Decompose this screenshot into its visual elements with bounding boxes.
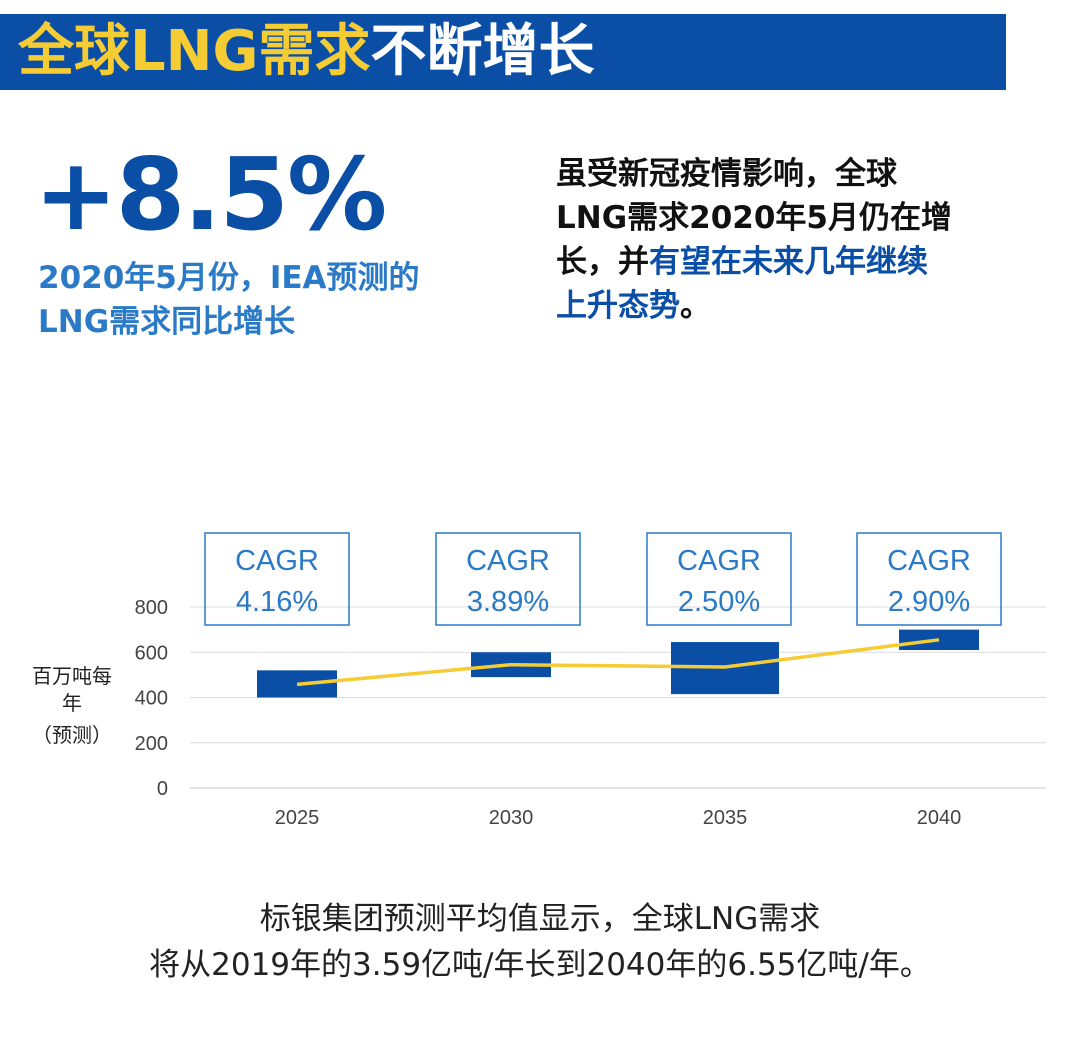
footnote: 标银集团预测平均值显示，全球LNG需求 将从2019年的3.59亿吨/年长到20… [0, 896, 1080, 988]
cagr-label-1: CAGR [466, 545, 550, 577]
cagr-box-0 [204, 532, 350, 626]
cagr-value-3: 2.90% [888, 586, 970, 618]
footnote-line1: 标银集团预测平均值显示，全球LNG需求 [259, 901, 821, 937]
cagr-value-0: 4.16% [236, 586, 318, 618]
x-tick-label-2040: 2040 [917, 807, 962, 829]
y-tick-label-3: 600 [135, 642, 168, 664]
range-bar-2040 [899, 629, 979, 650]
growth-stat-description: 2020年5月份，IEA预测的 LNG需求同比增长 [38, 256, 508, 344]
cagr-box-2 [646, 532, 792, 626]
intro-line4-blue: 上升态势 [556, 288, 680, 324]
x-tick-label-2030: 2030 [489, 807, 534, 829]
y-tick-label-1: 200 [135, 733, 168, 755]
cagr-value-2: 2.50% [678, 586, 760, 618]
y-axis-label-line-1: 年 [62, 691, 82, 715]
y-axis-label-line-0: 百万吨每 [32, 664, 112, 688]
intro-line3: 长，并有望在未来几年继续 [556, 240, 1016, 284]
page-title: 全球LNG需求不断增长 [18, 22, 595, 82]
cagr-box-1 [435, 532, 581, 626]
intro-text: 虽受新冠疫情影响，全球 LNG需求2020年5月仍在增 长，并有望在未来几年继续… [556, 152, 1016, 328]
forecast-line [296, 638, 940, 687]
cagr-value-1: 3.89% [467, 586, 549, 618]
intro-line4: 上升态势。 [556, 284, 1016, 328]
intro-line2: LNG需求2020年5月仍在增 [556, 200, 952, 236]
cagr-label-3: CAGR [887, 545, 971, 577]
y-tick-label-2: 400 [135, 688, 168, 710]
stat-desc-line1: 2020年5月份，IEA预测的 [38, 260, 420, 296]
cagr-box-3 [856, 532, 1002, 626]
intro-line3-plain: 长，并 [556, 244, 649, 280]
cagr-label-0: CAGR [235, 545, 319, 577]
title-highlight: 全球LNG需求 [18, 19, 371, 84]
y-axis-label-line-2: （预测） [32, 723, 112, 747]
y-tick-label-0: 0 [157, 778, 168, 800]
x-tick-label-2035: 2035 [703, 807, 748, 829]
title-banner: 全球LNG需求不断增长 [0, 14, 1006, 90]
intro-line3-blue: 有望在未来几年继续 [649, 244, 928, 280]
x-tick-label-2025: 2025 [275, 807, 320, 829]
intro-line4-end: 。 [680, 288, 711, 324]
title-rest: 不断增长 [370, 19, 595, 84]
y-tick-label-4: 800 [135, 597, 168, 619]
cagr-label-2: CAGR [677, 545, 761, 577]
stat-desc-line2: LNG需求同比增长 [38, 304, 296, 340]
footnote-line2: 将从2019年的3.59亿吨/年长到2040年的6.55亿吨/年。 [149, 947, 931, 983]
growth-stat-value: +8.5% [34, 136, 387, 253]
intro-line1: 虽受新冠疫情影响，全球 [556, 156, 897, 192]
